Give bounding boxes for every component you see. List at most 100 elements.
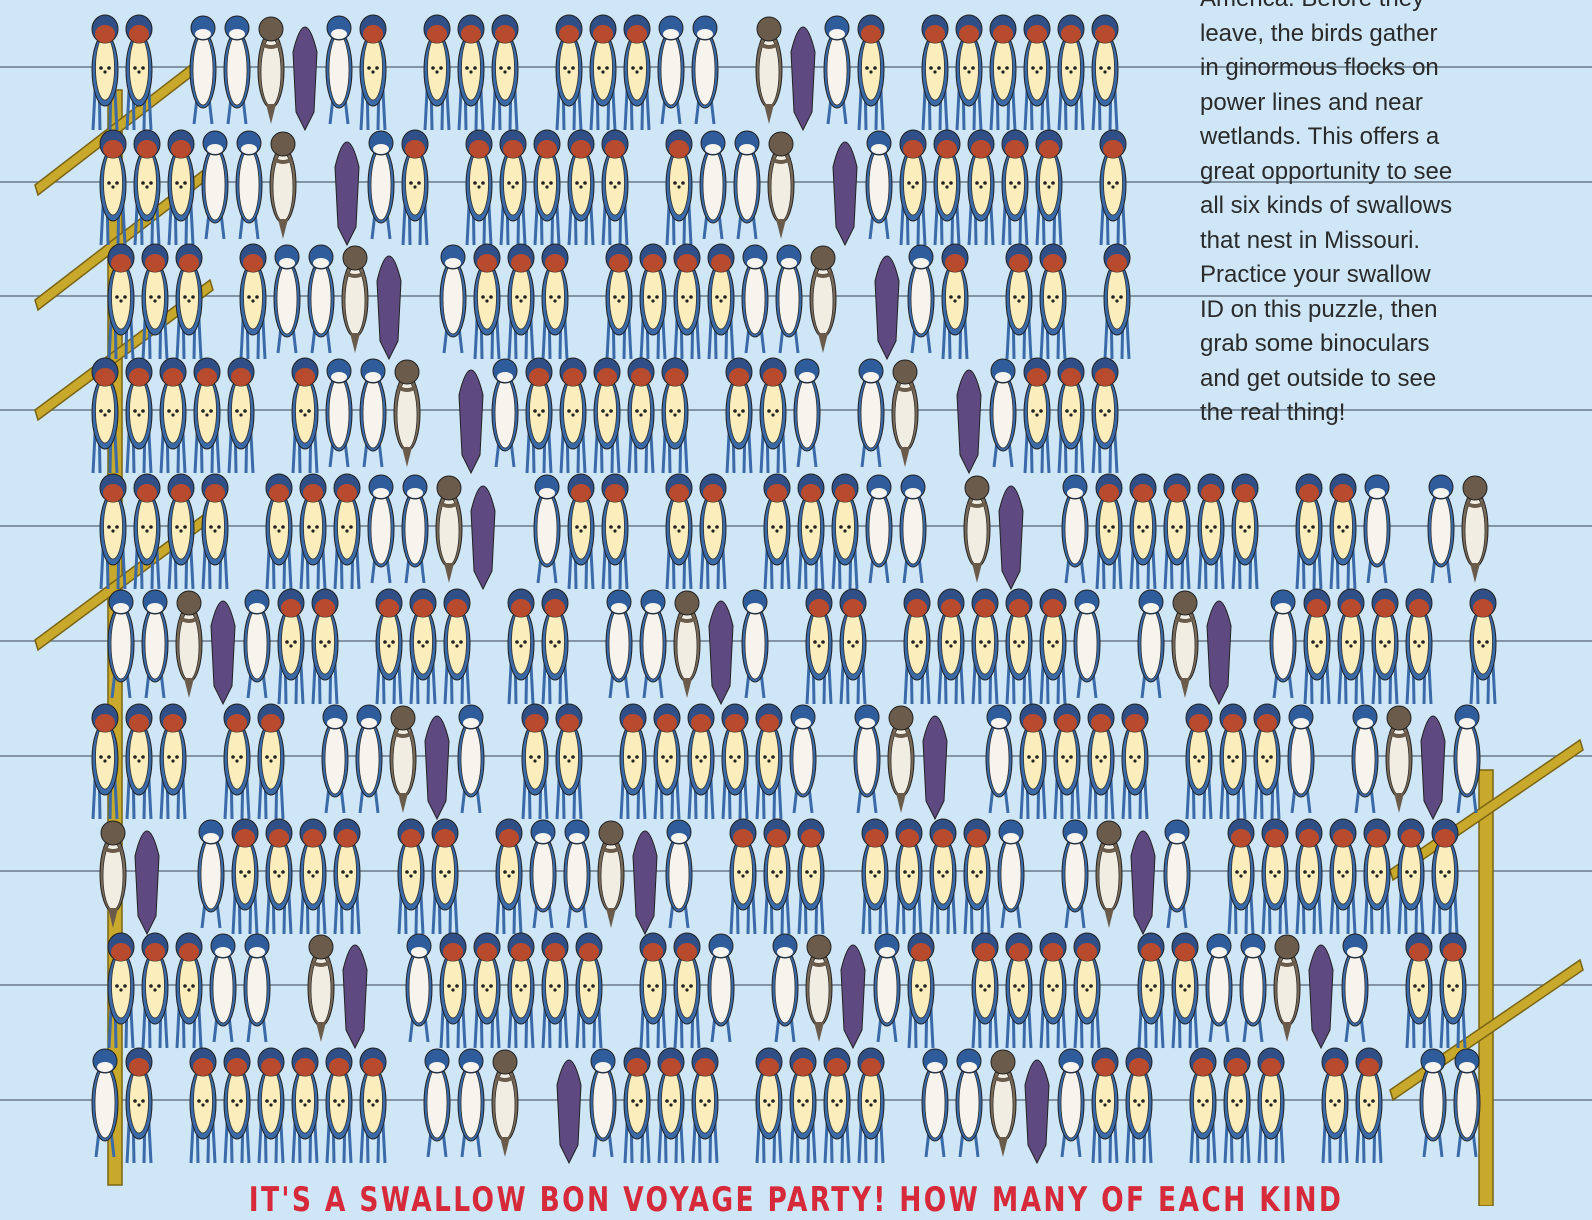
swallow (764, 474, 790, 589)
swallow (772, 934, 798, 1042)
swallow (674, 591, 700, 698)
swallow (492, 359, 518, 467)
swallow (934, 130, 960, 245)
swallow (1092, 1048, 1118, 1163)
swallow (496, 819, 522, 934)
swallow (1058, 358, 1084, 473)
swallow (394, 360, 420, 467)
swallow (666, 820, 692, 928)
swallow (832, 474, 858, 589)
swallow (628, 358, 654, 473)
swallow (190, 16, 216, 124)
swallow (1352, 705, 1378, 813)
swallow (556, 704, 582, 819)
swallow (964, 819, 990, 934)
swallow (674, 244, 700, 359)
swallow (896, 819, 922, 934)
swallow (326, 359, 352, 467)
swallow (308, 935, 334, 1042)
swallow (662, 358, 688, 473)
swallow (990, 359, 1016, 467)
swallow (923, 716, 947, 819)
swallow (798, 819, 824, 934)
intro-line: that nest in Missouri. (1200, 224, 1452, 259)
swallow (888, 706, 914, 813)
swallow (1088, 704, 1114, 819)
intro-line: the real thing! (1200, 396, 1452, 431)
swallow (930, 819, 956, 934)
swallow (922, 15, 948, 130)
swallow (1224, 1048, 1250, 1163)
swallow (840, 589, 866, 704)
swallow (640, 244, 666, 359)
swallow (432, 819, 458, 934)
swallow (194, 358, 220, 473)
swallow (1342, 934, 1368, 1042)
intro-line: wetlands. This offers a (1200, 120, 1452, 155)
swallow (1025, 1060, 1049, 1163)
swallow (791, 27, 815, 130)
swallow (1062, 820, 1088, 928)
swallow (606, 590, 632, 698)
swallow (1138, 933, 1164, 1048)
swallow (160, 358, 186, 473)
swallow (1330, 819, 1356, 934)
swallow (360, 359, 386, 467)
swallow (1131, 831, 1155, 934)
swallow (440, 245, 466, 353)
swallow (1296, 474, 1322, 589)
intro-line: America. Before they (1200, 0, 1452, 17)
swallow (833, 142, 857, 245)
swallow (210, 934, 236, 1042)
swallow (522, 704, 548, 819)
swallow (492, 1050, 518, 1157)
swallow (293, 27, 317, 130)
swallow (972, 933, 998, 1048)
swallow (1206, 934, 1232, 1042)
swallow (1232, 474, 1258, 589)
swallow (236, 131, 262, 239)
swallow (326, 16, 352, 124)
swallow (1228, 819, 1254, 934)
swallow (756, 1048, 782, 1163)
swallow (1164, 820, 1190, 928)
swallow (1440, 933, 1466, 1048)
swallow (1364, 819, 1390, 934)
swallow (1006, 933, 1032, 1048)
intro-line: all six kinds of swallows (1200, 189, 1452, 224)
swallow (142, 590, 168, 698)
swallow (560, 358, 586, 473)
swallow (402, 130, 428, 245)
swallow (436, 476, 462, 583)
swallow (292, 1048, 318, 1163)
swallow (135, 831, 159, 934)
swallow (534, 130, 560, 245)
swallow (700, 131, 726, 239)
swallow (1322, 1048, 1348, 1163)
swallow (726, 358, 752, 473)
swallow (1406, 933, 1432, 1048)
swallow (620, 704, 646, 819)
swallow (806, 935, 832, 1042)
swallow (1207, 601, 1231, 704)
swallow (1096, 821, 1122, 928)
swallow (356, 705, 382, 813)
swallow (458, 15, 484, 130)
swallow (1036, 130, 1062, 245)
swallow (542, 244, 568, 359)
swallow (1220, 704, 1246, 819)
swallow (160, 704, 186, 819)
swallow (776, 245, 802, 353)
swallow (1258, 1048, 1284, 1163)
swallow (126, 704, 152, 819)
swallow (1006, 244, 1032, 359)
caption: IT'S A SWALLOW BON VOYAGE PARTY! HOW MAN… (175, 1180, 1417, 1220)
swallow (274, 245, 300, 353)
swallow (542, 933, 568, 1048)
swallow (258, 704, 284, 819)
swallow (1100, 130, 1126, 245)
swallow (300, 474, 326, 589)
swallow (368, 475, 394, 583)
swallow (360, 1048, 386, 1163)
swallow (1062, 475, 1088, 583)
